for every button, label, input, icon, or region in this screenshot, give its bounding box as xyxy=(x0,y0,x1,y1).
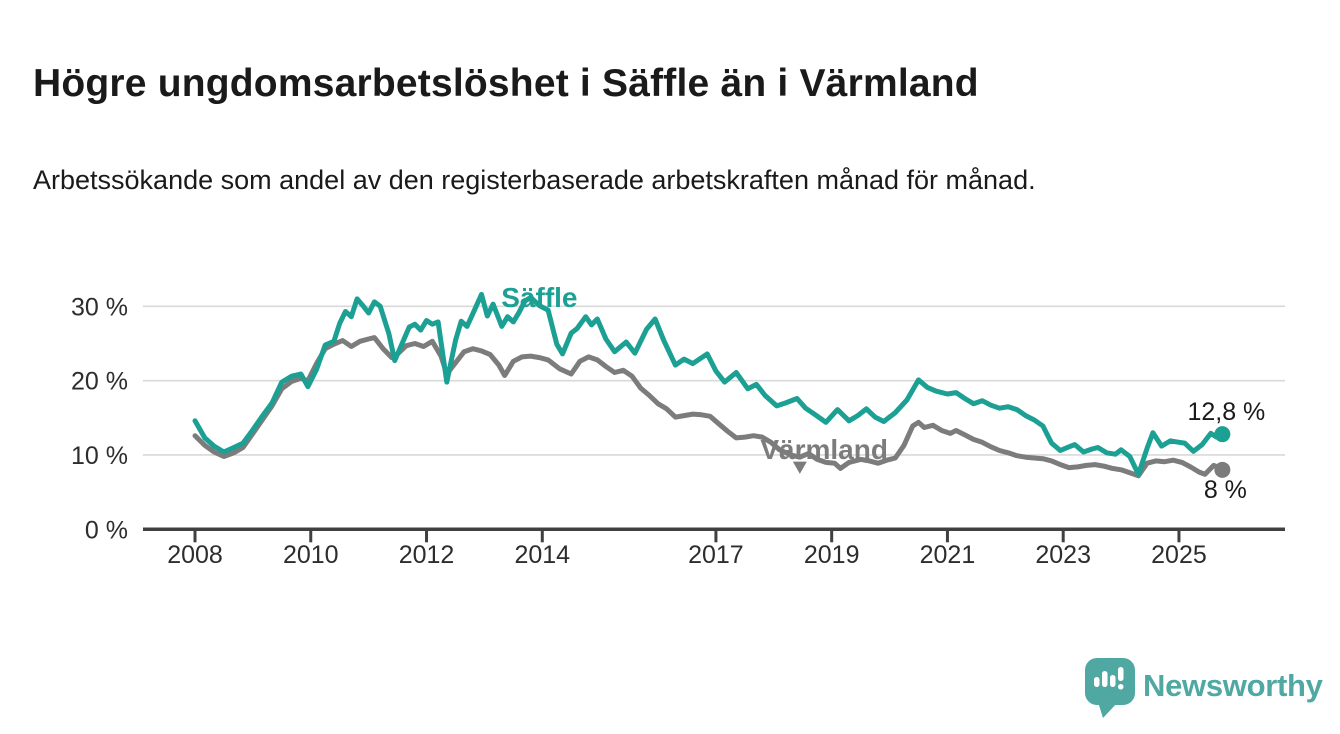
x-axis-labels: 2008 2010 2012 2014 2017 2019 2021 2023 2025 xyxy=(167,541,1207,569)
data-series xyxy=(192,291,1231,479)
end-dot-saffle xyxy=(1214,426,1231,443)
x-tick-label: 2021 xyxy=(920,541,976,569)
saffle-end-value-label: 12,8 % xyxy=(1187,398,1265,426)
x-tick-label: 2025 xyxy=(1151,541,1207,569)
y-tick-label: 0 % xyxy=(85,516,128,544)
y-tick-label: 20 % xyxy=(71,368,128,396)
y-axis-labels: 0 % 10 % 20 % 30 % xyxy=(71,293,128,544)
x-tick-label: 2023 xyxy=(1035,541,1091,569)
chart-subtitle: Arbetssökande som andel av den registerb… xyxy=(33,165,1036,195)
newsworthy-logo-icon xyxy=(1085,658,1135,718)
gridlines xyxy=(143,305,1285,456)
x-tick-label: 2017 xyxy=(688,541,744,569)
page-title: Högre ungdomsarbetslöshet i Säffle än i … xyxy=(33,62,979,106)
x-tick-label: 2010 xyxy=(283,541,339,569)
brand-name: Newsworthy xyxy=(1143,668,1323,703)
x-tick-label: 2019 xyxy=(804,541,860,569)
varmland-end-value-label: 8 % xyxy=(1204,476,1247,504)
series-line-saffle xyxy=(192,291,1225,477)
y-tick-label: 10 % xyxy=(71,442,128,470)
series-line-varmland xyxy=(192,335,1225,479)
x-tick-label: 2012 xyxy=(399,541,455,569)
series-label-saffle: Säffle xyxy=(501,282,577,313)
series-label-varmland: Värmland xyxy=(760,434,888,465)
x-tick-label: 2008 xyxy=(167,541,223,569)
y-tick-label: 30 % xyxy=(71,293,128,321)
varmland-label-pointer-icon xyxy=(792,461,807,474)
x-axis xyxy=(143,527,1285,543)
end-dot-varmland xyxy=(1214,461,1231,478)
x-tick-label: 2014 xyxy=(514,541,570,569)
